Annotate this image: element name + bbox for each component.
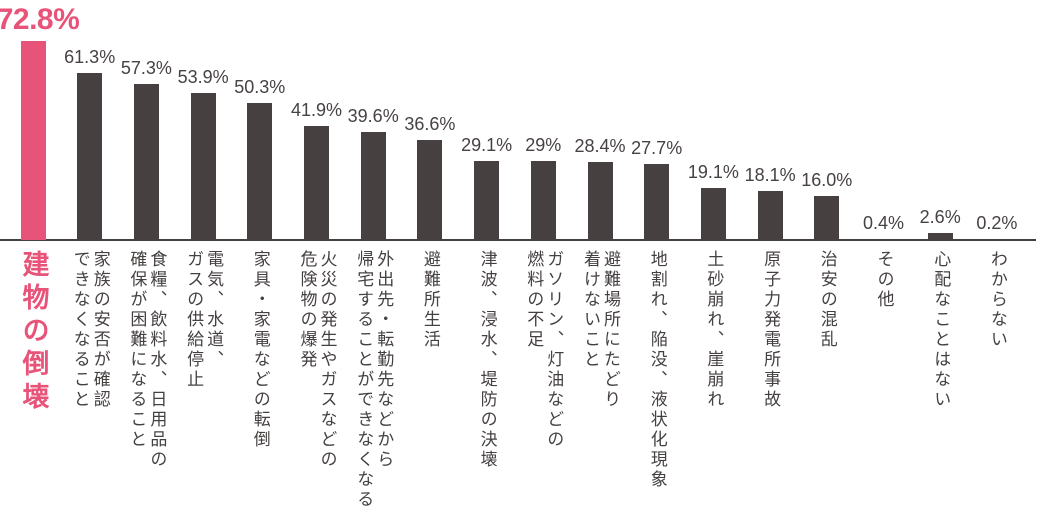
bar [190, 93, 216, 240]
bar [644, 164, 670, 240]
bar-category-label: 火災の発生やガスなどの 危険物の爆発 [297, 250, 337, 470]
bar [77, 73, 103, 240]
bar-category-label: 津波、浸水、堤防の決壊 [477, 250, 497, 470]
bar-value-label: 0.2% [976, 213, 1018, 234]
bar-category-label: 建物の倒壊 [18, 250, 49, 415]
bar-value-label: 61.3% [64, 47, 116, 68]
bar-value-label: 19.1% [687, 162, 739, 183]
bar-value-label: 39.6% [347, 106, 399, 127]
bar [984, 239, 1010, 240]
bar-category-label: 土砂崩れ、崖崩れ [704, 250, 724, 410]
bar [304, 126, 329, 240]
bar-category-label: その他 [874, 250, 894, 310]
bar-value-label: 53.9% [177, 67, 229, 88]
bar-value-label: 41.9% [290, 100, 343, 121]
bar-value-label: 2.6% [919, 207, 961, 228]
bar-category-label: 治安の混乱 [817, 250, 837, 350]
bar [871, 239, 896, 240]
bar-category-label: 地割れ、陥没、液状化現象 [647, 250, 667, 490]
bar [417, 140, 443, 240]
bar-category-label: 避難場所にたどり 着けないこと [581, 250, 620, 410]
bar [133, 84, 159, 240]
bar-highlighted [20, 41, 46, 240]
bar-category-label: 原子力発電所事故 [761, 250, 781, 410]
bar-category-label: 電気、水道、 ガスの供給停止 [184, 250, 224, 390]
bar [757, 191, 783, 240]
bar-category-label: 食糧、飲料水、日用品の 確保が困難になること [127, 250, 167, 470]
bar-value-label: 16.0% [801, 170, 853, 191]
bar [700, 188, 726, 240]
bar [927, 233, 953, 240]
bar-category-label: 外出先・転勤先などから 帰宅することができなくなる [354, 250, 394, 510]
bar [247, 103, 273, 240]
bar-value-label: 57.3% [120, 58, 172, 79]
bar-category-label: 心配なことはない [931, 250, 951, 410]
bar-value-label: 0.4% [862, 213, 905, 234]
bar-value-label: 29% [525, 135, 562, 156]
bar-category-label: 家具・家電などの転倒 [250, 250, 270, 450]
bar [587, 162, 613, 240]
bar-value-label: 50.3% [234, 77, 286, 98]
bar [474, 161, 500, 240]
bar-category-label: ガソリン、灯油などの 燃料の不足 [524, 250, 564, 450]
bar-value-label: 72.8% [0, 3, 80, 36]
bar-value-label: 29.1% [461, 135, 513, 156]
x-axis-line [0, 239, 1036, 241]
bar [814, 196, 840, 240]
bar-value-label: 36.6% [404, 114, 456, 135]
bar-category-label: わからない [987, 250, 1007, 350]
bar-category-label: 家族の安否が確認 できなくなること [70, 250, 110, 410]
bar-value-label: 27.7% [631, 138, 683, 159]
bar-value-label: 28.4% [574, 136, 626, 157]
bar [530, 161, 556, 240]
bar-category-label: 避難所生活 [420, 250, 440, 350]
bar [360, 132, 386, 240]
bar-value-label: 18.1% [744, 165, 796, 186]
